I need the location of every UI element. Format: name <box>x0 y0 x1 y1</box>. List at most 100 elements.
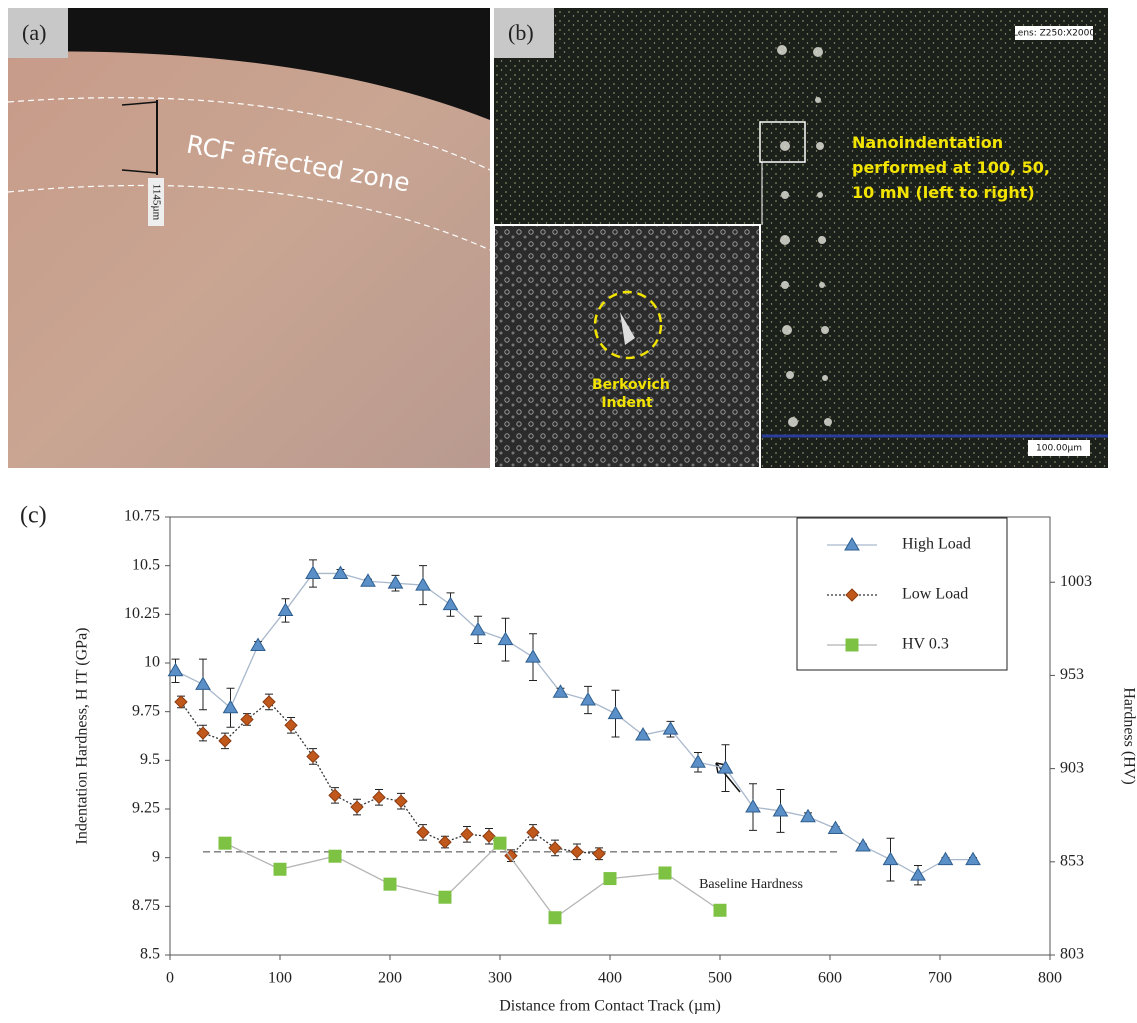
data-point <box>415 577 431 591</box>
scale-label: 1145µm <box>150 184 162 221</box>
data-point <box>717 760 734 774</box>
panel-label: (c) <box>20 503 47 529</box>
data-point <box>218 836 232 850</box>
x-tick-label: 0 <box>166 970 174 987</box>
data-point <box>240 712 254 727</box>
panel-label: (b) <box>508 20 534 45</box>
inset-label: Berkovich Indent <box>592 377 670 411</box>
data-point <box>635 727 651 741</box>
data-point <box>570 845 584 859</box>
y-tick-label: 10.75 <box>124 508 160 525</box>
data-point <box>222 699 239 714</box>
x-tick-label: 600 <box>818 970 842 987</box>
data-point <box>250 637 266 651</box>
photo-b <box>493 8 1108 469</box>
annotation: Baseline Hardness <box>699 877 803 892</box>
data-point <box>284 718 298 733</box>
x-tick-label: 700 <box>928 970 952 987</box>
y-tick-label: 10 <box>144 654 160 671</box>
data-point <box>713 903 727 917</box>
data-point <box>552 684 569 698</box>
x-tick-label: 100 <box>268 970 292 987</box>
data-point <box>800 808 816 823</box>
data-point <box>855 837 871 852</box>
data-point <box>482 829 496 843</box>
legend-marker <box>844 537 860 551</box>
legend-label: Low Load <box>902 586 968 603</box>
legend-label: High Load <box>902 536 971 553</box>
data-point <box>460 827 474 842</box>
data-point <box>658 866 672 880</box>
nanoindentation-note: Nanoindentation performed at 100, 50, 10… <box>852 133 1050 202</box>
data-point <box>965 851 981 866</box>
y2-tick-label: 903 <box>1060 759 1084 776</box>
data-point <box>910 867 926 881</box>
data-point <box>372 790 386 805</box>
data-point <box>277 602 294 616</box>
data-point <box>438 890 452 904</box>
data-point <box>470 621 486 636</box>
data-point <box>548 841 562 855</box>
data-point <box>937 851 954 866</box>
data-point <box>332 565 349 579</box>
x-tick-label: 200 <box>378 970 402 987</box>
y-tick-label: 10.5 <box>132 556 160 573</box>
data-point <box>174 695 188 709</box>
lens-label: Lens: Z250:X2000 <box>1013 29 1095 39</box>
y-tick-label: 9.75 <box>132 702 160 719</box>
y-tick-label: 8.75 <box>132 897 160 914</box>
y-tick-label: 9.25 <box>132 800 160 817</box>
data-point <box>360 573 376 587</box>
y-axis-title: Indentation Hardness, H IT (GPa) <box>74 628 91 845</box>
data-point <box>882 851 899 866</box>
y-tick-label: 9 <box>152 848 160 865</box>
data-point <box>592 847 606 861</box>
y-tick-label: 8.5 <box>140 946 160 963</box>
data-point <box>218 734 232 748</box>
data-point <box>305 565 321 579</box>
y2-axis-title: Hardness (HV) <box>1120 687 1137 784</box>
data-point <box>438 835 452 849</box>
y2-tick-label: 853 <box>1060 852 1084 869</box>
data-point <box>772 802 789 817</box>
data-point <box>394 794 408 808</box>
y2-tick-label: 953 <box>1060 666 1084 683</box>
panel-label: (a) <box>22 20 46 45</box>
y-tick-label: 10.25 <box>124 605 160 622</box>
data-point <box>167 662 184 677</box>
legend-marker <box>845 588 859 602</box>
legend-marker <box>845 638 859 652</box>
data-point <box>442 596 459 611</box>
photo-a <box>7 8 491 468</box>
data-point <box>690 754 706 768</box>
data-point <box>497 631 514 646</box>
data-point <box>262 695 276 709</box>
series-line <box>224 842 721 919</box>
data-point <box>273 862 287 876</box>
data-point <box>827 820 844 834</box>
x-tick-label: 400 <box>598 970 622 987</box>
data-point <box>387 575 404 589</box>
data-point <box>525 649 541 663</box>
data-point <box>548 911 562 925</box>
data-point <box>603 872 617 886</box>
data-point <box>493 836 507 850</box>
data-point <box>607 705 624 720</box>
data-point <box>745 799 761 813</box>
data-point <box>580 691 596 706</box>
x-tick-label: 800 <box>1038 970 1062 987</box>
y-tick-label: 9.5 <box>140 751 160 768</box>
data-point <box>662 721 679 735</box>
data-point <box>306 749 320 764</box>
data-point <box>526 825 540 840</box>
x-axis-title: Distance from Contact Track (µm) <box>499 998 721 1015</box>
data-point <box>196 726 210 740</box>
data-point <box>416 825 430 840</box>
legend-label: HV 0.3 <box>902 636 949 653</box>
x-tick-label: 500 <box>708 970 732 987</box>
data-point <box>328 849 342 863</box>
data-point <box>328 788 342 803</box>
data-point <box>383 877 397 891</box>
